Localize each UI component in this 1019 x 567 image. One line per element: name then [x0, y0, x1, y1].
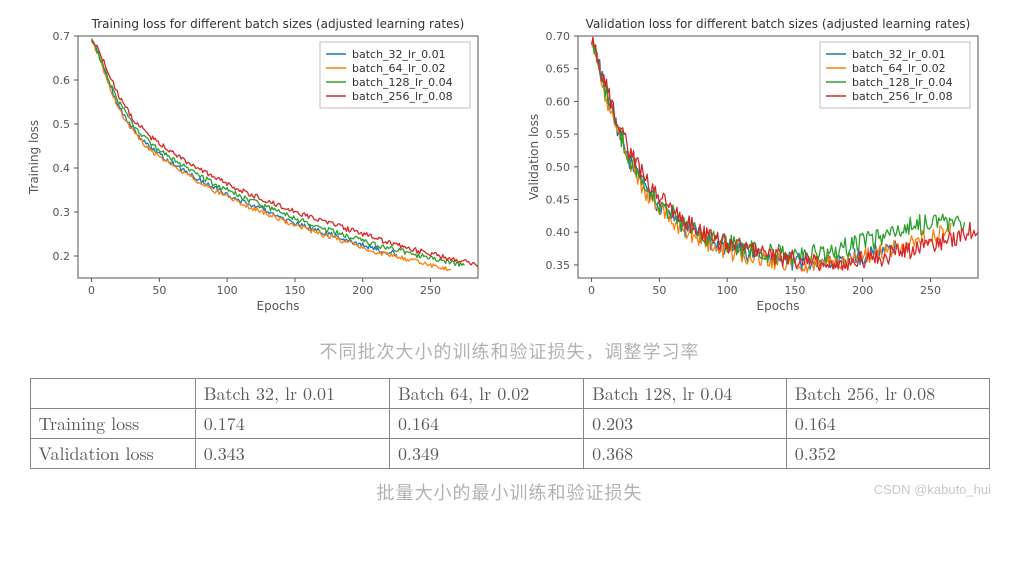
table-cell: 0.174 — [195, 409, 389, 439]
page: 0.20.30.40.50.60.7050100150200250EpochsT… — [12, 12, 1007, 505]
training-loss-chart: 0.2 0.3 0.4 0.5 0.6 0.7 0 50 100 150 200 250 Epochs T… — [20, 12, 500, 326]
svg-text:250: 250 — [920, 284, 941, 297]
svg-text:200: 200 — [352, 284, 373, 297]
charts-row: 0.20.30.40.50.60.7050100150200250EpochsT… — [12, 12, 1007, 326]
table-cell: 0.343 — [195, 439, 389, 469]
table-row: Validation loss0.3430.3490.3680.352 — [30, 439, 989, 469]
svg-text:Training loss for different ba: Training loss for different batch sizes … — [90, 17, 464, 31]
svg-text:0.60: 0.60 — [545, 95, 570, 108]
svg-text:Training loss: Training loss — [27, 120, 41, 195]
svg-text:0.5: 0.5 — [52, 118, 70, 131]
svg-text:200: 200 — [852, 284, 873, 297]
validation-loss-chart: 0.35 0.40 0.45 0.50 0.55 0.60 0.65 0.70 0 50 100 15… — [520, 12, 1000, 326]
svg-text:batch_32_lr_0.01: batch_32_lr_0.01 — [852, 48, 946, 61]
svg-text:0.50: 0.50 — [545, 161, 570, 174]
svg-text:0.70: 0.70 — [545, 30, 570, 43]
svg-text:0.40: 0.40 — [545, 226, 570, 239]
svg-text:batch_32_lr_0.01: batch_32_lr_0.01 — [352, 48, 446, 61]
svg-text:50: 50 — [652, 284, 666, 297]
chart-svg-right: 0.35 0.40 0.45 0.50 0.55 0.60 0.65 0.70 0 50 100 15… — [520, 12, 1000, 322]
chart-svg-left: 0.2 0.3 0.4 0.5 0.6 0.7 0 50 100 150 200 250 Epochs T… — [20, 12, 500, 322]
table-header-cell: Batch 64, lr 0.02 — [389, 379, 583, 409]
svg-text:Validation loss: Validation loss — [527, 114, 541, 200]
table-row: Training loss0.1740.1640.2030.164 — [30, 409, 989, 439]
table-header-cell — [30, 379, 195, 409]
svg-text:0.55: 0.55 — [545, 128, 570, 141]
caption-2: 批量大小的最小训练和验证损失 — [12, 479, 1007, 505]
table-header-cell: Batch 32, lr 0.01 — [195, 379, 389, 409]
svg-text:batch_256_lr_0.08: batch_256_lr_0.08 — [352, 90, 453, 103]
svg-text:Validation loss for different: Validation loss for different batch size… — [585, 17, 970, 31]
svg-text:100: 100 — [716, 284, 737, 297]
table-cell: 0.352 — [786, 439, 989, 469]
svg-text:0.3: 0.3 — [52, 206, 70, 219]
watermark: CSDN @kabuto_hui — [874, 482, 991, 497]
svg-text:Epochs: Epochs — [256, 299, 299, 313]
svg-text:0.65: 0.65 — [545, 63, 570, 76]
caption-1: 不同批次大小的训练和验证损失，调整学习率 — [12, 338, 1007, 364]
svg-text:Epochs: Epochs — [756, 299, 799, 313]
svg-text:batch_128_lr_0.04: batch_128_lr_0.04 — [352, 76, 453, 89]
svg-text:0.35: 0.35 — [545, 259, 570, 272]
svg-text:batch_256_lr_0.08: batch_256_lr_0.08 — [852, 90, 953, 103]
svg-text:100: 100 — [216, 284, 237, 297]
svg-text:batch_64_lr_0.02: batch_64_lr_0.02 — [852, 62, 946, 75]
svg-text:0: 0 — [88, 284, 95, 297]
svg-text:50: 50 — [152, 284, 166, 297]
table-header-cell: Batch 256, lr 0.08 — [786, 379, 989, 409]
svg-text:150: 150 — [784, 284, 805, 297]
svg-text:0.7: 0.7 — [52, 30, 70, 43]
table-cell: 0.203 — [584, 409, 787, 439]
svg-text:0: 0 — [588, 284, 595, 297]
table-cell: 0.368 — [584, 439, 787, 469]
table-cell: Training loss — [30, 409, 195, 439]
loss-table: Batch 32, lr 0.01Batch 64, lr 0.02Batch … — [30, 378, 990, 469]
table-cell: 0.349 — [389, 439, 583, 469]
svg-text:batch_64_lr_0.02: batch_64_lr_0.02 — [352, 62, 446, 75]
svg-text:0.6: 0.6 — [52, 74, 70, 87]
table-header-cell: Batch 128, lr 0.04 — [584, 379, 787, 409]
svg-text:0.45: 0.45 — [545, 194, 570, 207]
svg-text:batch_128_lr_0.04: batch_128_lr_0.04 — [852, 76, 953, 89]
table-body: Training loss0.1740.1640.2030.164Validat… — [30, 409, 989, 469]
table-cell: 0.164 — [389, 409, 583, 439]
table-cell: Validation loss — [30, 439, 195, 469]
svg-text:250: 250 — [420, 284, 441, 297]
table-cell: 0.164 — [786, 409, 989, 439]
svg-text:0.4: 0.4 — [52, 162, 70, 175]
table-header-row: Batch 32, lr 0.01Batch 64, lr 0.02Batch … — [30, 379, 989, 409]
svg-text:0.2: 0.2 — [52, 250, 70, 263]
svg-text:150: 150 — [284, 284, 305, 297]
